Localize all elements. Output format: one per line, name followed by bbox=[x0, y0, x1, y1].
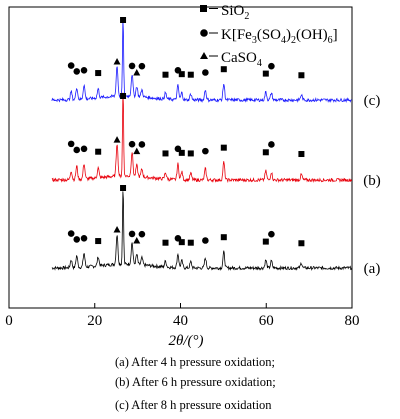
jarosite-marker bbox=[67, 230, 75, 237]
phase-markers bbox=[67, 17, 305, 247]
sio2-marker bbox=[187, 239, 194, 246]
legend-circle-icon bbox=[200, 29, 208, 37]
sio2-marker bbox=[120, 17, 127, 23]
caso4-marker bbox=[113, 136, 121, 143]
caso4-marker bbox=[133, 69, 141, 76]
sio2-marker bbox=[95, 148, 102, 155]
sio2-marker bbox=[178, 239, 185, 246]
jarosite-marker bbox=[67, 62, 75, 69]
sio2-marker bbox=[162, 150, 169, 157]
legend-triangle-icon bbox=[200, 52, 208, 59]
jarosite-marker bbox=[73, 236, 81, 243]
jarosite-marker bbox=[138, 141, 146, 148]
jarosite-marker bbox=[202, 69, 209, 76]
series-line-b bbox=[51, 92, 353, 184]
jarosite-marker bbox=[138, 230, 146, 238]
xrd-chart: 0 20 40 60 80 (a) (b) (c) 2θ/(°) SiO2 K[Fe3(SO… bbox=[5, 3, 381, 349]
jarosite-marker bbox=[268, 62, 275, 70]
x-tick-label: 80 bbox=[345, 313, 360, 329]
x-tick-label: 20 bbox=[87, 313, 102, 329]
sio2-marker bbox=[298, 72, 305, 79]
x-tick-label: 0 bbox=[5, 313, 13, 329]
curve-label: (a) bbox=[364, 261, 381, 277]
jarosite-marker bbox=[73, 146, 81, 154]
pattern-curves bbox=[51, 18, 353, 271]
sio2-marker bbox=[220, 144, 227, 151]
sio2-marker bbox=[262, 238, 269, 245]
sio2-marker bbox=[178, 149, 185, 156]
sio2-marker bbox=[120, 185, 127, 191]
sio2-marker bbox=[120, 93, 127, 99]
jarosite-marker bbox=[80, 235, 88, 242]
x-tick-label: 60 bbox=[259, 313, 274, 329]
sio2-marker bbox=[298, 240, 305, 247]
plot-frame bbox=[8, 6, 353, 309]
legend: SiO2 K[Fe3(SO4)2(OH)6] CaSO4 bbox=[200, 3, 338, 69]
jarosite-marker bbox=[128, 62, 136, 70]
series-line-c bbox=[51, 18, 353, 104]
sio2-marker bbox=[262, 149, 269, 156]
sio2-marker bbox=[187, 71, 194, 78]
sio2-marker bbox=[220, 234, 227, 241]
caso4-marker bbox=[133, 237, 141, 244]
sio2-marker bbox=[262, 70, 269, 77]
jarosite-marker bbox=[73, 68, 81, 75]
jarosite-marker bbox=[268, 141, 275, 148]
jarosite-marker bbox=[128, 140, 136, 148]
sio2-marker bbox=[220, 66, 227, 73]
x-tick-label: 40 bbox=[173, 313, 188, 329]
jarosite-marker bbox=[202, 147, 209, 155]
curve-labels: (a) (b) (c) bbox=[363, 93, 381, 277]
sio2-marker bbox=[162, 71, 169, 78]
jarosite-marker bbox=[67, 140, 75, 148]
sio2-marker bbox=[95, 70, 102, 77]
caption-b: (b) After 6 h pressure oxidation; bbox=[115, 375, 276, 389]
jarosite-marker bbox=[80, 67, 88, 74]
caption-c: (c) After 8 h pressure oxidation bbox=[115, 398, 272, 412]
legend-square-icon bbox=[200, 5, 207, 12]
jarosite-marker bbox=[128, 230, 136, 238]
jarosite-marker bbox=[80, 145, 88, 153]
jarosite-marker bbox=[138, 62, 146, 70]
series-line-a bbox=[51, 191, 353, 271]
sio2-marker bbox=[298, 151, 305, 158]
caso4-marker bbox=[113, 226, 121, 233]
curve-label: (c) bbox=[364, 93, 381, 109]
sio2-marker bbox=[187, 150, 194, 157]
jarosite-marker bbox=[202, 237, 209, 244]
caso4-marker bbox=[133, 147, 141, 155]
sio2-marker bbox=[178, 71, 185, 78]
caso4-marker bbox=[113, 58, 121, 65]
x-axis-ticks: 0 20 40 60 80 bbox=[5, 303, 360, 329]
caption-a: (a) After 4 h pressure oxidation; bbox=[115, 355, 276, 369]
legend-label-jarosite: K[Fe3(SO4)2(OH)6] bbox=[221, 27, 338, 46]
x-axis-title: 2θ/(°) bbox=[168, 333, 203, 349]
legend-label-caso4: CaSO4 bbox=[221, 50, 262, 69]
jarosite-marker bbox=[268, 230, 275, 238]
curve-label: (b) bbox=[363, 173, 381, 189]
sio2-marker bbox=[95, 238, 102, 245]
legend-label-sio2: SiO2 bbox=[221, 3, 249, 22]
sio2-marker bbox=[162, 239, 169, 246]
